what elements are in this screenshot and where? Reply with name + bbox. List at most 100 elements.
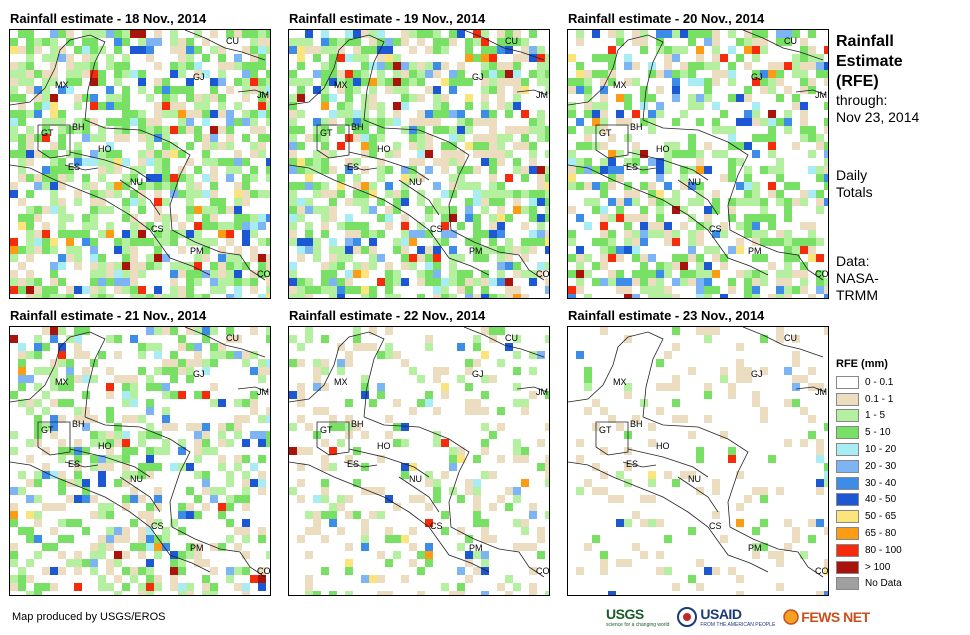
rainfall-cell <box>337 110 345 118</box>
rainfall-cell <box>824 286 828 294</box>
rainfall-cell <box>138 126 146 134</box>
rainfall-cell <box>234 150 242 158</box>
rainfall-cell <box>529 511 537 519</box>
rainfall-cell <box>457 455 465 463</box>
rainfall-cell <box>592 262 600 270</box>
rainfall-cell <box>616 254 624 262</box>
rainfall-cell <box>226 567 234 575</box>
rainfall-cell <box>600 102 608 110</box>
rainfall-cell <box>114 38 122 46</box>
rainfall-cell <box>608 214 616 222</box>
rainfall-cell <box>242 110 250 118</box>
rainfall-cell <box>449 158 457 166</box>
rainfall-cell <box>26 30 34 38</box>
country-label: GT <box>599 425 612 435</box>
rainfall-cell <box>10 447 18 455</box>
rainfall-cell <box>664 222 672 230</box>
rainfall-cell <box>74 479 82 487</box>
rainfall-cell <box>345 415 353 423</box>
rainfall-cell <box>162 407 170 415</box>
rainfall-cell <box>537 78 545 86</box>
rainfall-cell <box>154 254 162 262</box>
rainfall-cell <box>537 535 545 543</box>
rainfall-cell <box>234 294 242 298</box>
rainfall-cell <box>521 174 529 182</box>
rainfall-grid <box>289 327 549 595</box>
rainfall-cell <box>337 70 345 78</box>
rainfall-cell <box>537 238 545 246</box>
legend-item: 0.1 - 1 <box>836 391 902 408</box>
rainfall-cell <box>377 174 385 182</box>
rainfall-cell <box>154 535 162 543</box>
sidebar-title-line1: Rainfall <box>836 33 894 50</box>
rainfall-cell <box>50 78 58 86</box>
rainfall-cell <box>433 38 441 46</box>
rainfall-cell <box>696 46 704 54</box>
rainfall-cell <box>82 367 90 375</box>
rainfall-cell <box>202 359 210 367</box>
rainfall-cell <box>704 62 712 70</box>
rainfall-cell <box>146 38 154 46</box>
rainfall-cell <box>321 439 329 447</box>
rainfall-cell <box>337 359 345 367</box>
rainfall-cell <box>122 455 130 463</box>
rainfall-cell <box>584 198 592 206</box>
rainfall-cell <box>178 70 186 78</box>
rainfall-cell <box>138 286 146 294</box>
rainfall-cell <box>345 94 353 102</box>
rainfall-cell <box>18 214 26 222</box>
rainfall-cell <box>481 198 489 206</box>
rainfall-cell <box>545 230 549 238</box>
rainfall-cell <box>385 46 393 54</box>
rainfall-cell <box>473 222 481 230</box>
rainfall-cell <box>266 407 270 415</box>
rainfall-cell <box>162 198 170 206</box>
rainfall-cell <box>481 38 489 46</box>
rainfall-cell <box>130 567 138 575</box>
rainfall-cell <box>218 94 226 102</box>
rainfall-cell <box>393 270 401 278</box>
rainfall-cell <box>114 30 122 38</box>
rainfall-cell <box>210 343 218 351</box>
rainfall-cell <box>146 535 154 543</box>
rainfall-cell <box>250 278 258 286</box>
rainfall-cell <box>82 351 90 359</box>
rainfall-cell <box>146 54 154 62</box>
rainfall-cell <box>720 174 728 182</box>
rainfall-cell <box>106 230 114 238</box>
rainfall-cell <box>481 142 489 150</box>
rainfall-cell <box>616 471 624 479</box>
rainfall-cell <box>98 439 106 447</box>
rainfall-cell <box>258 535 266 543</box>
country-label: NU <box>688 177 701 187</box>
rainfall-cell <box>592 278 600 286</box>
rainfall-cell <box>409 495 417 503</box>
rainfall-cell <box>369 575 377 583</box>
rainfall-cell <box>337 439 345 447</box>
rainfall-cell <box>401 471 409 479</box>
rainfall-cell <box>18 367 26 375</box>
rainfall-cell <box>337 54 345 62</box>
rainfall-cell <box>130 222 138 230</box>
rainfall-cell <box>329 278 337 286</box>
legend-item: 80 - 100 <box>836 542 902 559</box>
rainfall-cell <box>210 182 218 190</box>
rainfall-cell <box>313 182 321 190</box>
rainfall-cell <box>202 559 210 567</box>
rainfall-cell <box>417 38 425 46</box>
rainfall-cell <box>194 543 202 551</box>
rainfall-cell <box>808 254 816 262</box>
rainfall-cell <box>393 54 401 62</box>
coastline <box>568 331 664 418</box>
rainfall-cell <box>26 134 34 142</box>
rainfall-cell <box>234 262 242 270</box>
rainfall-cell <box>98 230 106 238</box>
rainfall-cell <box>497 198 505 206</box>
rainfall-cell <box>58 254 66 262</box>
rainfall-cell <box>234 463 242 471</box>
rainfall-cell <box>672 278 680 286</box>
rainfall-cell <box>489 230 497 238</box>
rainfall-cell <box>170 270 178 278</box>
rainfall-cell <box>688 367 696 375</box>
rainfall-cell <box>258 62 266 70</box>
